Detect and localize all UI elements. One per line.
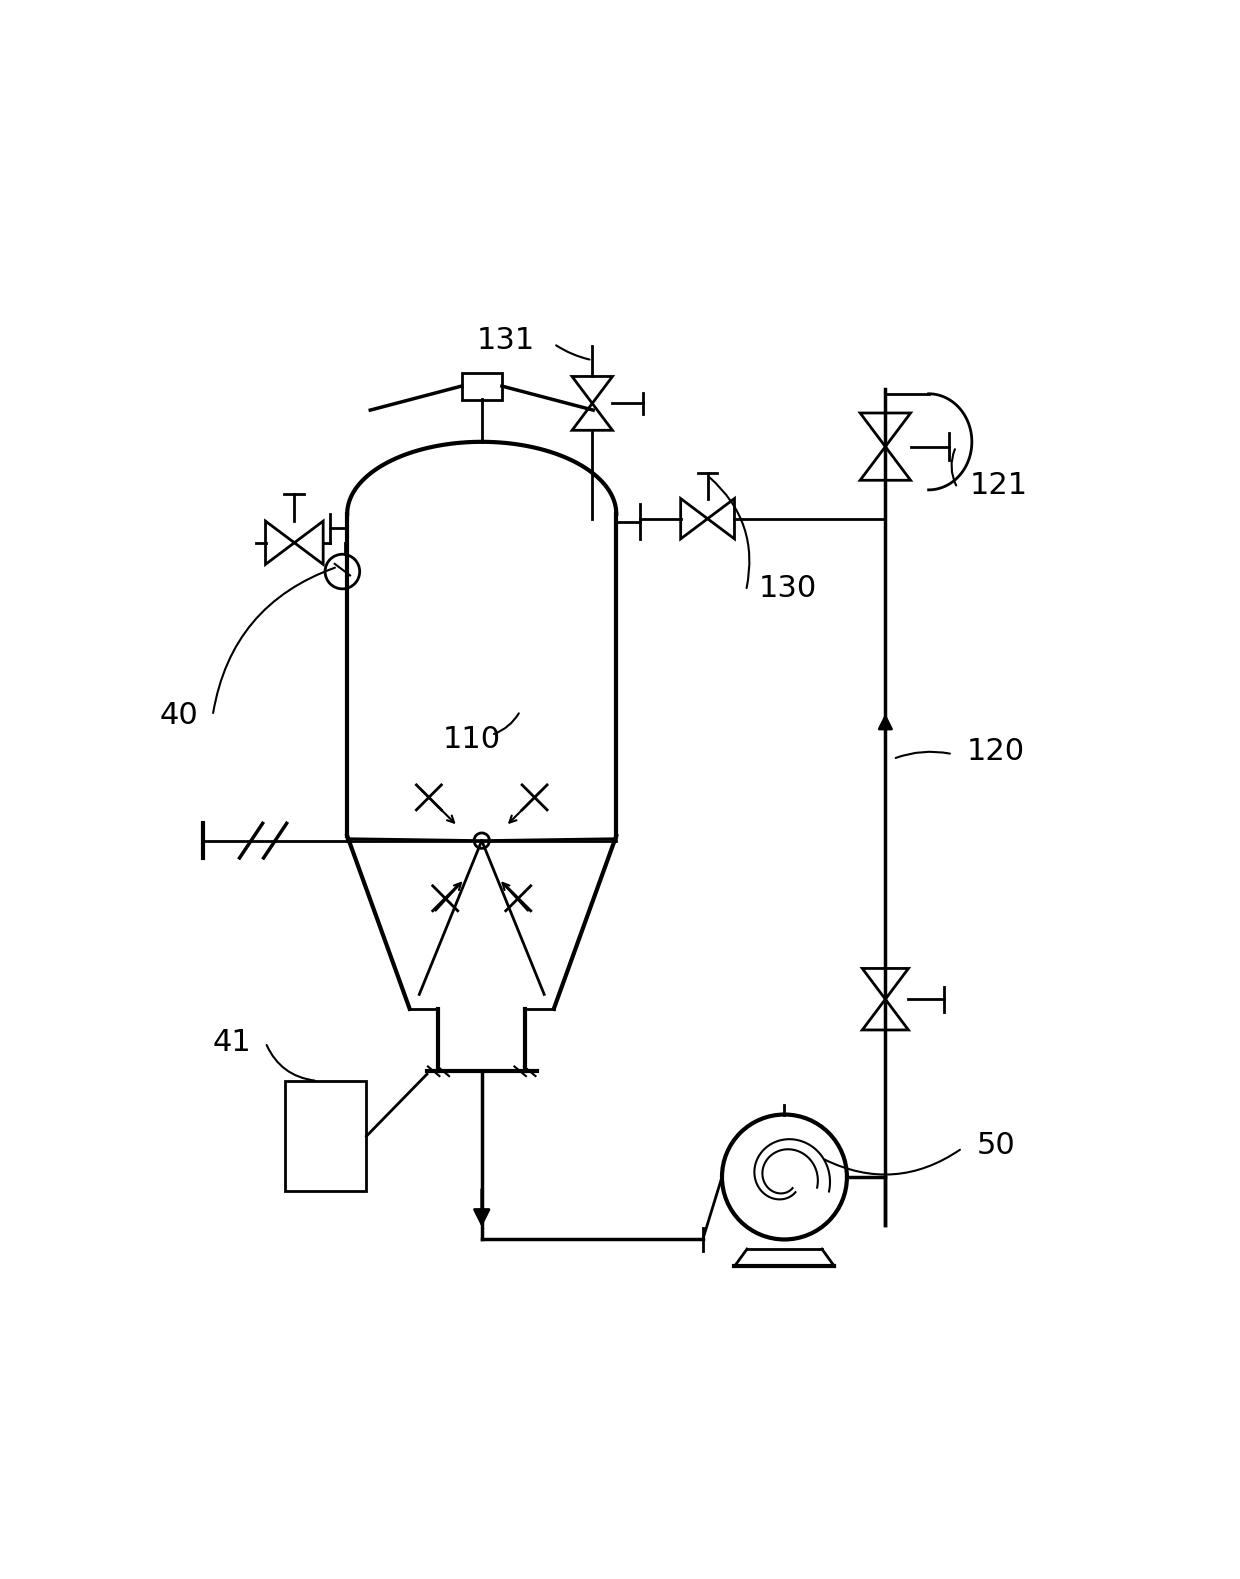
- Text: 120: 120: [967, 737, 1025, 766]
- Text: 41: 41: [212, 1028, 250, 1056]
- Text: 121: 121: [970, 471, 1028, 499]
- Text: 130: 130: [759, 575, 817, 603]
- Text: 131: 131: [476, 327, 534, 355]
- Text: 40: 40: [160, 701, 198, 729]
- Text: 110: 110: [443, 725, 501, 755]
- Text: 50: 50: [977, 1131, 1016, 1161]
